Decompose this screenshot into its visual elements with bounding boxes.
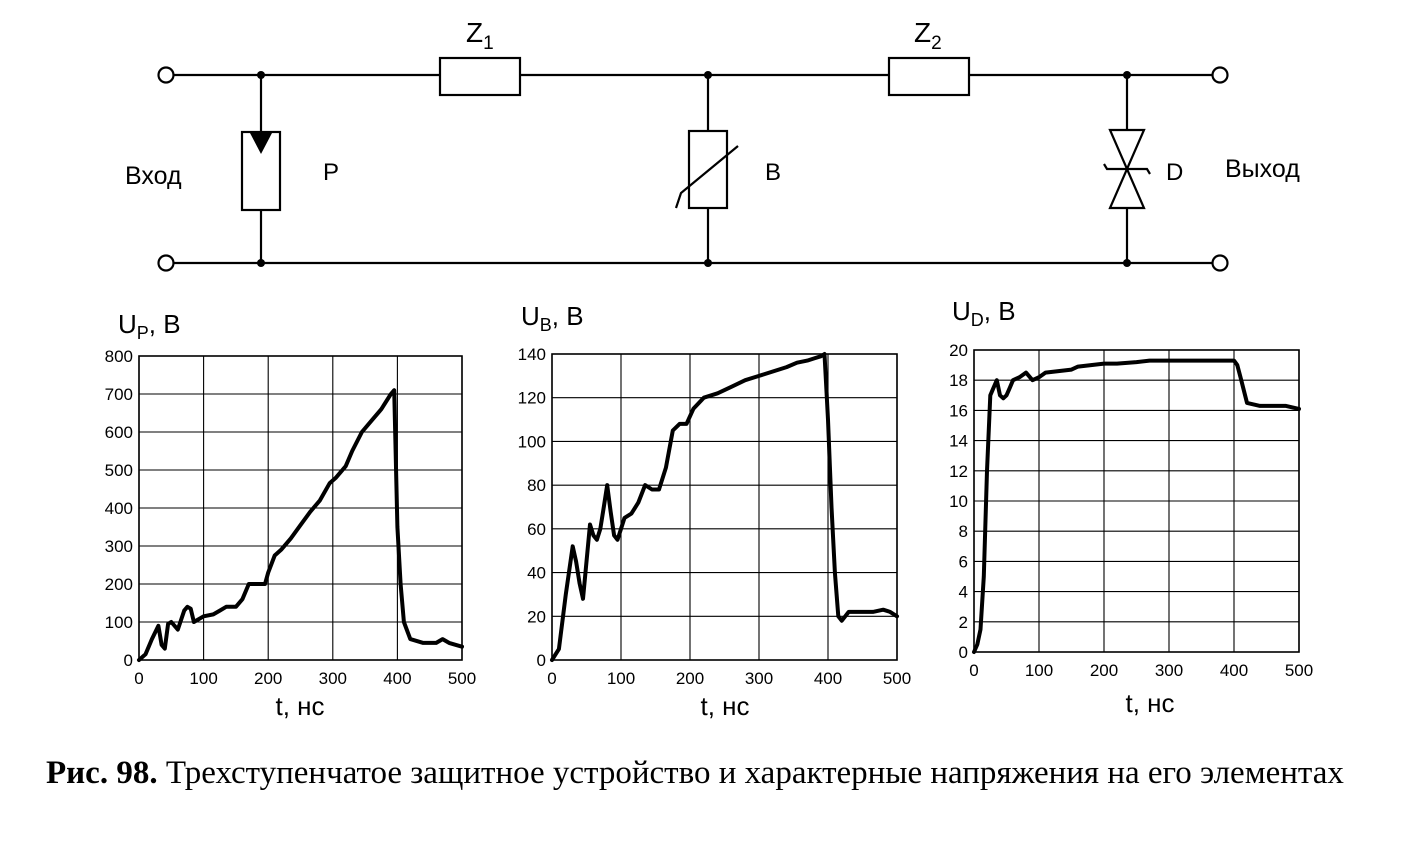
x-tick-label: 0 [134,669,143,688]
output-label: Выход [1225,155,1300,183]
series-line [550,352,899,662]
y-tick-label: 4 [959,583,968,602]
y-axis-label: UP, B [118,309,181,343]
y-tick-label: 14 [949,432,968,451]
y-tick-label: 60 [527,520,546,539]
y-tick-label: 20 [949,341,968,360]
series-line [972,358,1301,654]
x-tick-label: 200 [676,669,704,688]
b-varistor-slash [674,145,739,209]
y-tick-label: 0 [959,643,968,662]
x-tick-label: 300 [319,669,347,688]
y-tick-label: 120 [518,389,546,408]
y-tick-label: 10 [949,492,968,511]
series-line [137,388,464,662]
b-label: B [765,159,781,186]
y-axis-label: UD, B [952,296,1016,330]
y-tick-label: 700 [105,385,133,404]
z2-resistor [887,56,971,97]
chart-ub: 0 20 40 60 80 100 120 140 0 100 200 300 400 500 UB, B t… [518,301,912,721]
x-tick-label: 500 [883,669,911,688]
y-tick-label: 400 [105,499,133,518]
x-tick-label: 300 [1155,661,1183,680]
x-axis-label: t, нс [1125,688,1174,718]
x-axis-label: t, нс [275,691,324,721]
chart-grid [138,355,463,661]
y-tick-label: 300 [105,537,133,556]
x-tick-label: 300 [745,669,773,688]
y-axis-label: UB, B [521,301,584,335]
x-tick-label: 500 [448,669,476,688]
y-tick-label: 0 [124,651,133,670]
y-tick-label: 0 [537,651,546,670]
input-label: Вход [125,162,182,190]
x-tick-label: 0 [969,661,978,680]
y-tick-label: 600 [105,423,133,442]
output-terminal-top [1211,66,1229,84]
x-axis-label: t, нс [700,691,749,721]
x-tick-label: 100 [189,669,217,688]
figure-caption: Рис. 98. Трехступенчатое защитное устрой… [46,752,1386,794]
x-tick-label: 100 [607,669,635,688]
chart-frame [138,355,463,661]
chart-up: 0 100 200 300 400 500 600 700 800 0 100 200 300 400 50… [105,309,477,721]
x-tick-label: 500 [1285,661,1313,680]
p-arrester-arrow-icon [250,133,272,154]
chart-grid [973,349,1300,653]
y-tick-label: 200 [105,575,133,594]
y-tick-label: 6 [959,552,968,571]
d-diode-bar [1103,163,1151,175]
d-diode-lower-icon [1108,166,1146,210]
x-tick-label: 200 [254,669,282,688]
y-tick-label: 100 [105,613,133,632]
circuit-diagram: Z1 Z2 P B D Вход Выход [125,17,1300,272]
x-tick-label: 400 [383,669,411,688]
x-tick-label: 400 [1220,661,1248,680]
caption-text: Трехступенчатое защитное устройство и ха… [165,755,1344,791]
chart-frame [551,353,898,661]
z2-label: Z2 [914,17,942,54]
d-label: D [1166,159,1183,186]
z1-resistor [438,56,522,97]
y-tick-label: 140 [518,345,546,364]
output-terminal-bottom [1211,254,1229,272]
y-tick-label: 12 [949,462,968,481]
y-tick-label: 20 [527,607,546,626]
input-terminal-bottom [157,254,175,272]
y-tick-label: 8 [959,522,968,541]
p-label: P [323,159,339,186]
z1-label: Z1 [466,17,494,54]
x-tick-label: 200 [1090,661,1118,680]
y-tick-label: 100 [518,432,546,451]
y-tick-label: 16 [949,401,968,420]
y-tick-label: 2 [959,613,968,632]
y-tick-label: 800 [105,347,133,366]
x-tick-label: 400 [814,669,842,688]
y-tick-label: 40 [527,564,546,583]
caption-number: Рис. 98. [46,755,158,791]
p-arrester [240,130,282,212]
y-tick-label: 80 [527,476,546,495]
x-tick-label: 0 [547,669,556,688]
x-tick-label: 100 [1025,661,1053,680]
input-terminal-top [157,66,175,84]
d-diode-upper-icon [1108,128,1146,172]
y-tick-label: 18 [949,371,968,390]
chart-frame [973,349,1300,653]
y-tick-label: 500 [105,461,133,480]
